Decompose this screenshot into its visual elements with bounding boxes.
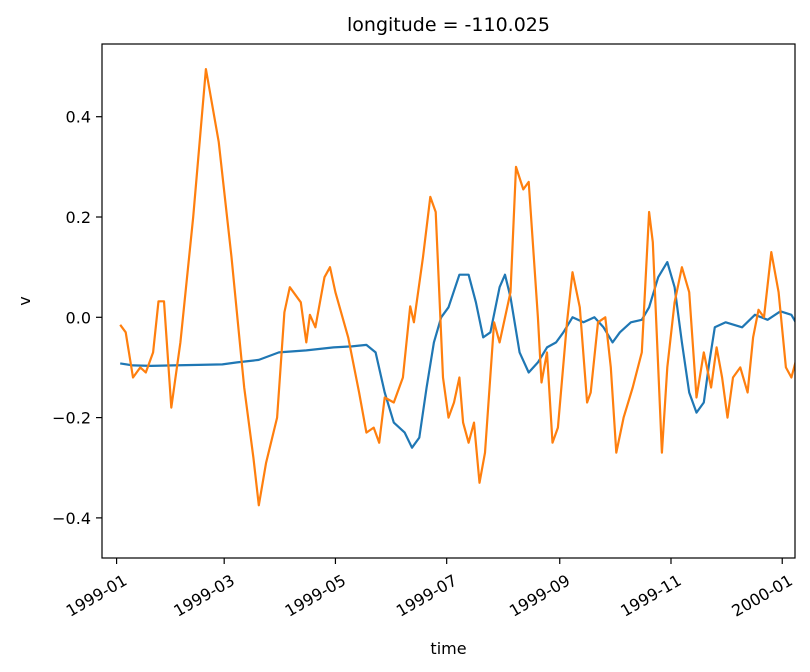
series-line-1 [120, 261, 795, 449]
chart-title: longitude = -110.025 [347, 14, 550, 36]
y-tick-label: 0.4 [66, 108, 91, 127]
y-tick-label: −0.4 [52, 509, 91, 528]
y-axis-label: v [15, 296, 34, 305]
series-line-2 [119, 67, 795, 507]
y-axis: −0.4 −0.2 0.0 0.2 0.4 [52, 108, 102, 528]
x-axis-label: time [430, 639, 466, 658]
y-tick-label: 0.0 [66, 308, 91, 327]
y-tick-label: −0.2 [52, 409, 91, 428]
plot-frame [101, 43, 796, 559]
y-tick-label: 0.2 [66, 208, 91, 227]
plot-area [119, 67, 795, 507]
